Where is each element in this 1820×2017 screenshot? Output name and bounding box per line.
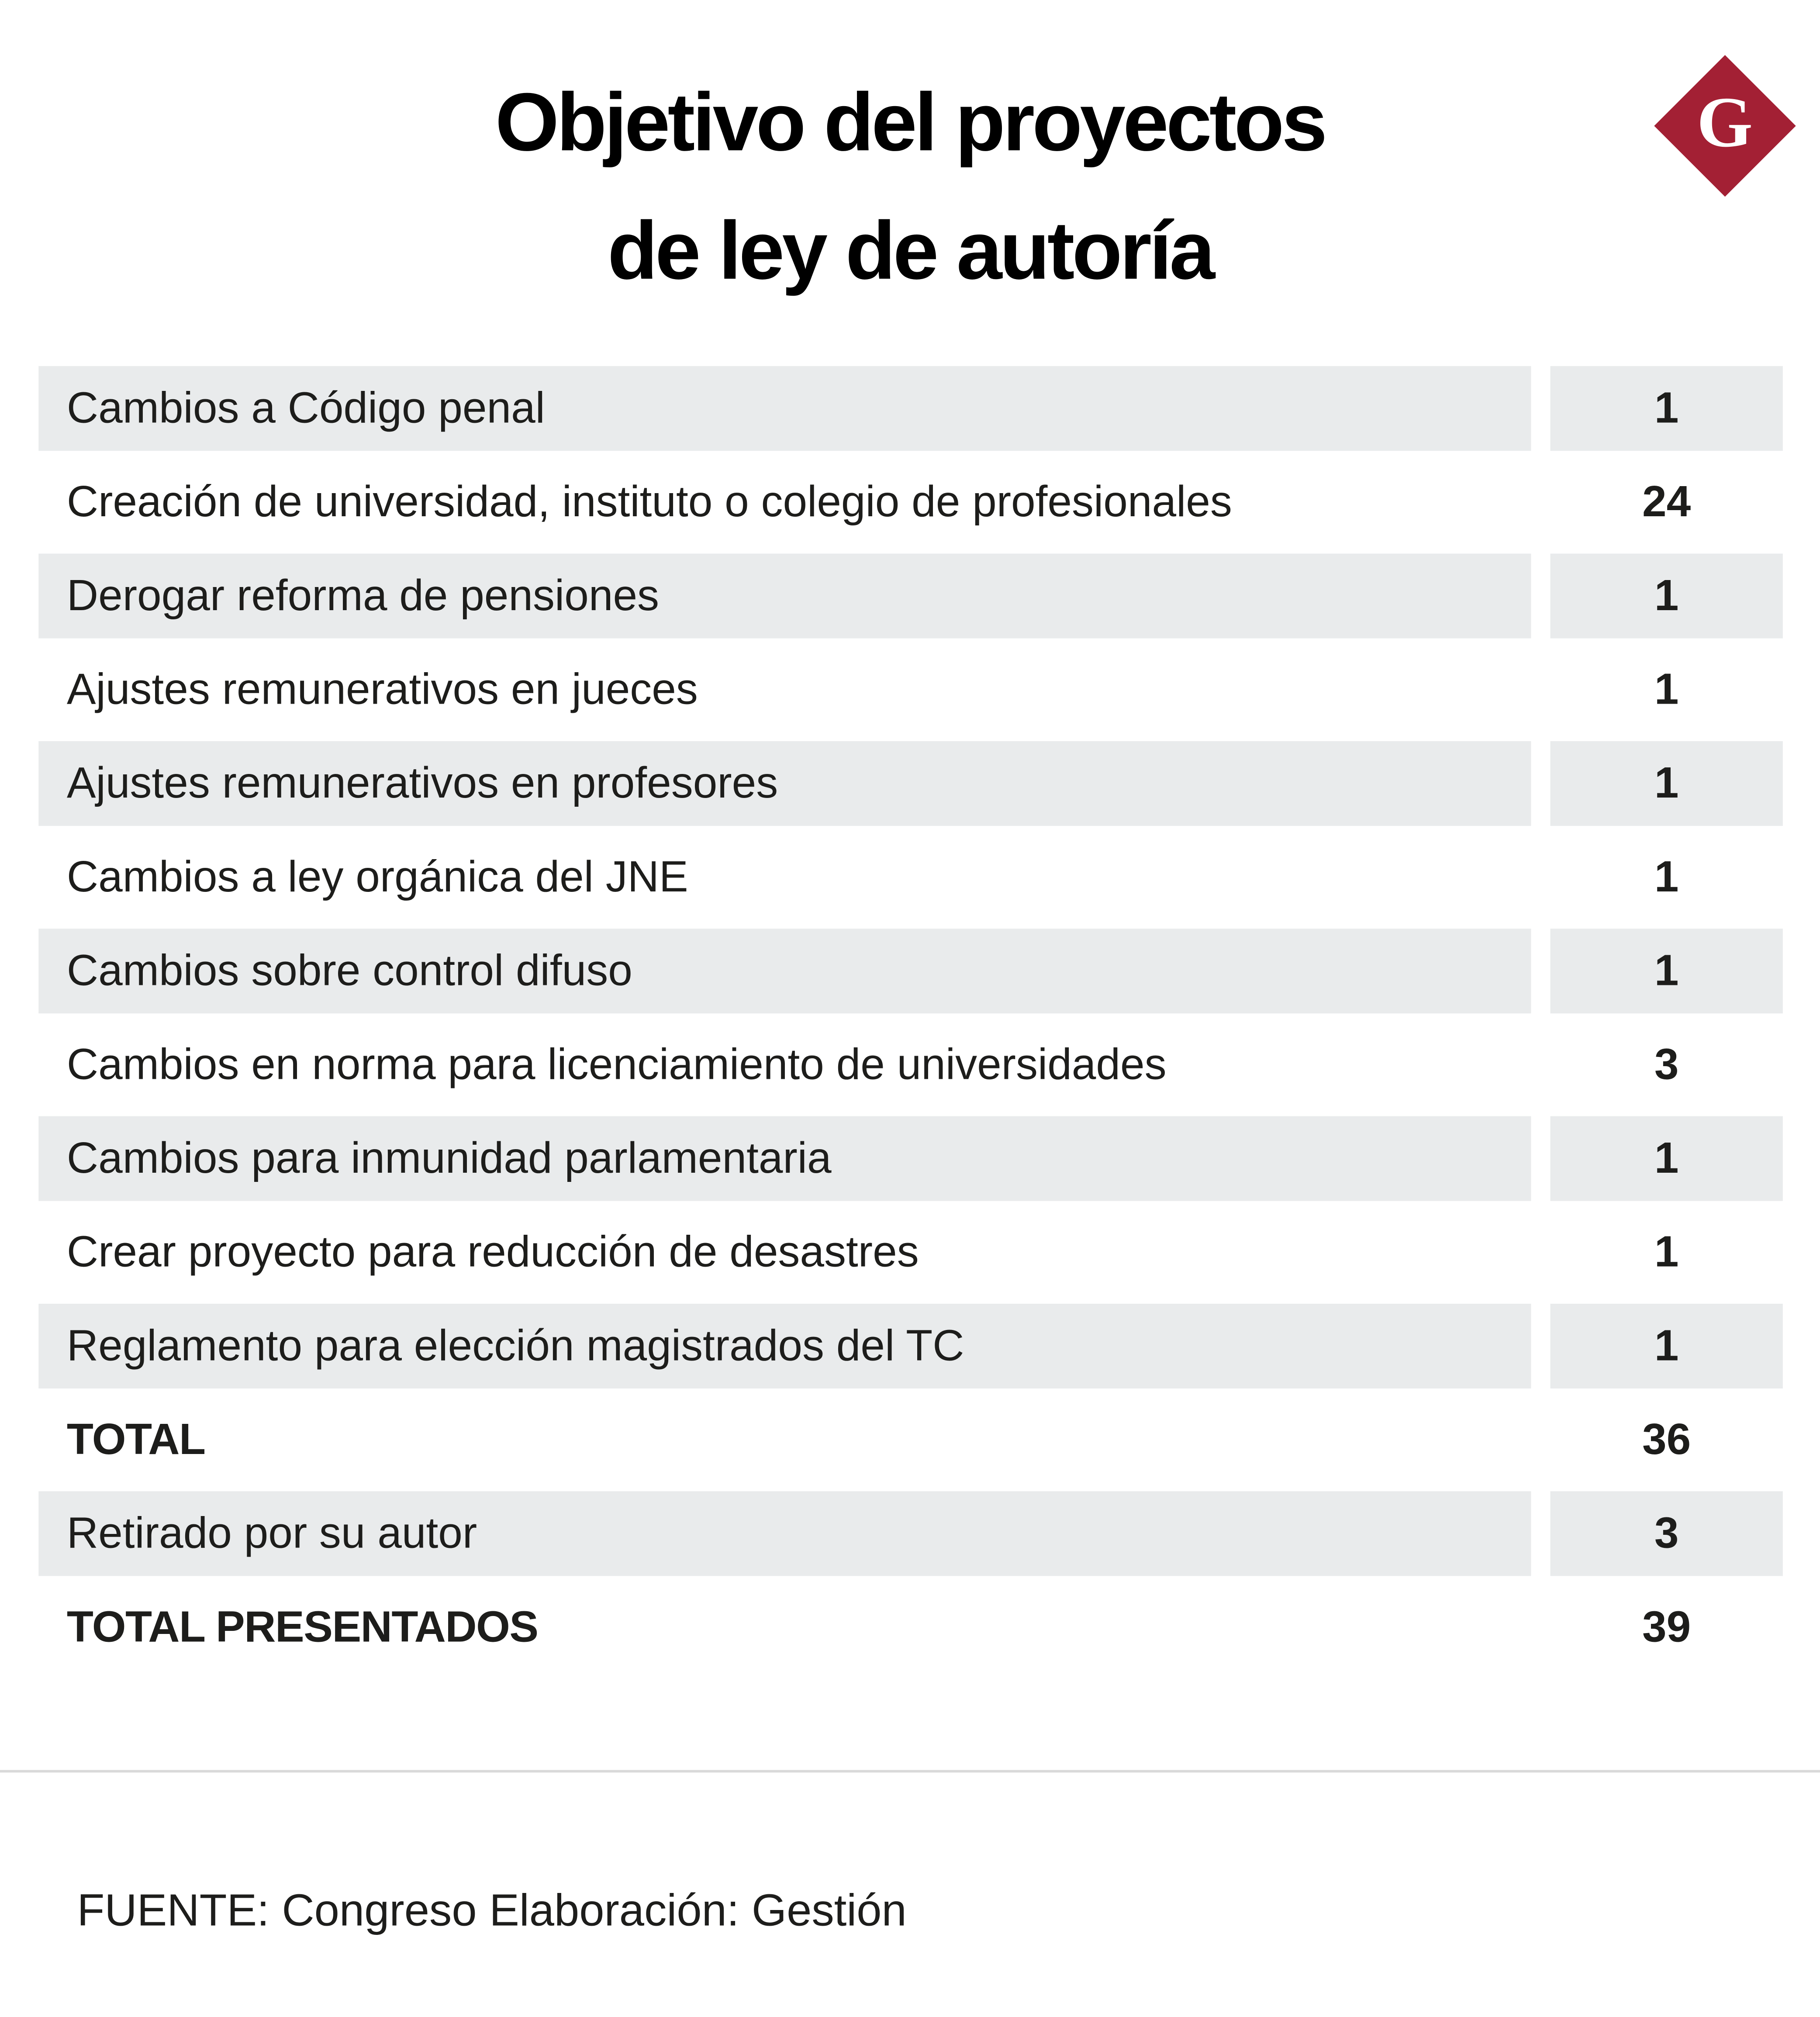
table-row: Retirado por su autor 3: [38, 1491, 1783, 1576]
table-row: Creación de universidad, instituto o col…: [38, 460, 1783, 545]
table-row: Derogar reforma de pensiones 1: [38, 553, 1783, 639]
row-label: Cambios en norma para licenciamiento de …: [66, 1040, 1167, 1089]
table-row: Cambios sobre control difuso 1: [38, 929, 1783, 1014]
row-value: 1: [1654, 664, 1679, 714]
row-value: 3: [1654, 1040, 1679, 1089]
row-label: Derogar reforma de pensiones: [38, 553, 1531, 639]
row-value: 1: [1550, 553, 1783, 639]
table-row: Cambios para inmunidad parlamentaria 1: [38, 1116, 1783, 1201]
row-label: Cambios para inmunidad parlamentaria: [38, 1116, 1531, 1201]
table-row: Cambios a ley orgánica del JNE 1: [38, 835, 1783, 920]
row-label: Ajustes remunerativos en profesores: [38, 741, 1531, 826]
row-label: Cambios a ley orgánica del JNE: [66, 852, 688, 901]
page-title-line2: de ley de autoría: [607, 204, 1215, 297]
footer-divider: [0, 1770, 1820, 1773]
table-row: Crear proyecto para reducción de desastr…: [38, 1210, 1783, 1295]
table-row: Ajustes remunerativos en profesores 1: [38, 741, 1783, 826]
row-label: Retirado por su autor: [38, 1491, 1531, 1576]
row-value: 1: [1654, 1227, 1679, 1276]
table-row: Cambios a Código penal 1: [38, 366, 1783, 451]
row-label: Crear proyecto para reducción de desastr…: [66, 1227, 919, 1276]
page-title-line1: Objetivo del proyectos: [495, 76, 1327, 169]
table-row: Reglamento para elección magistrados del…: [38, 1303, 1783, 1389]
row-label: Cambios a Código penal: [38, 366, 1531, 451]
table-row: Ajustes remunerativos en jueces 1: [38, 647, 1783, 732]
gestion-logo-letter: G: [1697, 83, 1753, 163]
table-row: Cambios en norma para licenciamiento de …: [38, 1022, 1783, 1107]
row-value: 1: [1550, 366, 1783, 451]
table-row: TOTAL PRESENTADOS 39: [38, 1585, 1783, 1670]
data-table: Cambios a Código penal 1 Creación de uni…: [38, 366, 1783, 1679]
row-label: Creación de universidad, instituto o col…: [66, 477, 1232, 526]
row-value: 3: [1550, 1491, 1783, 1576]
row-value: 1: [1550, 1303, 1783, 1389]
row-value: 1: [1550, 741, 1783, 826]
row-value: 1: [1550, 929, 1783, 1014]
page-title: Objetivo del proyectos de ley de autoría: [0, 58, 1820, 314]
row-label: TOTAL: [66, 1415, 206, 1464]
source-caption: FUENTE: Congreso Elaboración: Gestión: [77, 1886, 907, 1936]
row-value: 24: [1642, 477, 1691, 526]
row-label: Reglamento para elección magistrados del…: [38, 1303, 1531, 1389]
row-value: 39: [1642, 1602, 1691, 1651]
table-body: Cambios a Código penal 1 Creación de uni…: [38, 366, 1783, 1670]
row-value: 1: [1550, 1116, 1783, 1201]
row-label: Cambios sobre control difuso: [38, 929, 1531, 1014]
row-label: Ajustes remunerativos en jueces: [66, 664, 698, 714]
row-label: TOTAL PRESENTADOS: [66, 1602, 539, 1651]
row-value: 1: [1654, 852, 1679, 901]
table-row: TOTAL 36: [38, 1398, 1783, 1482]
row-value: 36: [1642, 1415, 1691, 1464]
